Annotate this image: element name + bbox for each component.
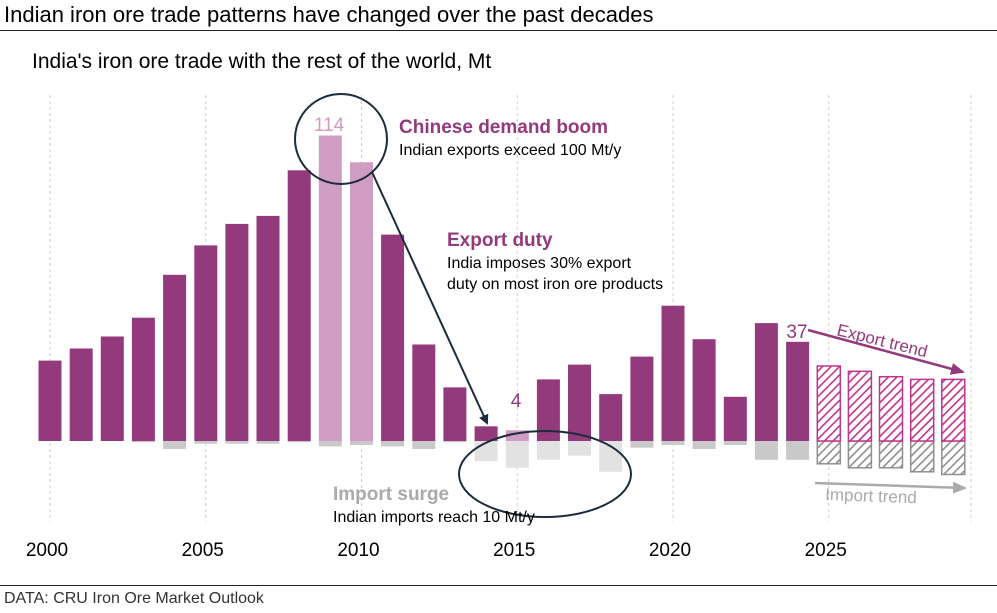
export-trend-arrow: [807, 328, 965, 375]
export-bar-2019: [630, 356, 654, 441]
export-bar-2010: [350, 162, 373, 442]
import-bar-2004: [163, 441, 187, 449]
boom-annotation-title: Chinese demand boom: [399, 117, 608, 138]
duty-annotation-line2: duty on most iron ore products: [447, 276, 663, 293]
export-bar-2017: [568, 364, 591, 441]
import-bar-2016: [536, 441, 560, 460]
x-tick-2005: 2005: [182, 540, 224, 561]
import-bar-2024: [786, 441, 810, 460]
export-bar-2015: [505, 430, 529, 441]
export-bar-2002: [100, 336, 124, 441]
boom-to-duty-arrow: [371, 171, 489, 425]
export-bar-2025: [816, 365, 842, 442]
export-bar-2016: [536, 379, 560, 441]
import-bar-2020: [661, 441, 685, 445]
x-tick-2020: 2020: [649, 540, 691, 561]
import-bar-2014: [474, 441, 498, 462]
import-bar-2028: [909, 440, 935, 473]
import-bar-2017: [568, 441, 591, 456]
import-bars: [131, 440, 966, 476]
import-bar-2021: [692, 441, 716, 449]
surge-annotation-text: Indian imports reach 10 Mt/y: [333, 509, 535, 526]
export-bar-2021: [692, 339, 716, 441]
x-tick-2000: 2000: [26, 540, 68, 561]
import-bar-2006: [225, 441, 249, 444]
import-bar-2013: [443, 441, 467, 443]
export-bar-2003: [131, 317, 155, 441]
export-bar-2000: [38, 360, 62, 441]
boom-highlight-circle: [294, 93, 388, 185]
import-bar-2025: [816, 440, 842, 465]
export-bar-2008: [287, 170, 311, 442]
import-bar-2007: [256, 441, 280, 444]
export-bar-2006: [225, 223, 249, 441]
bottom-divider: [0, 585, 997, 586]
export-bar-2009: [318, 135, 342, 441]
import-bar-2019: [630, 441, 654, 448]
import-bar-2018: [599, 441, 623, 472]
export-bar-2011: [381, 234, 405, 441]
x-tick-2015: 2015: [493, 540, 535, 561]
surge-highlight-circle: [458, 430, 632, 518]
export-bar-2001: [69, 348, 93, 441]
export-bar-2026: [847, 370, 873, 442]
chart-subtitle: India's iron ore trade with the rest of …: [32, 50, 492, 73]
export-bars: [38, 135, 966, 442]
import-bar-2012: [412, 441, 436, 449]
export-bar-2024: [786, 341, 810, 441]
import-bar-2027: [878, 440, 904, 469]
import-bar-2008: [287, 441, 311, 443]
export-bar-2022: [723, 396, 747, 441]
import-trend-label: Import trend: [825, 485, 917, 507]
duty-annotation-title: Export duty: [447, 230, 553, 251]
export-bar-2020: [661, 305, 685, 441]
source-note: DATA: CRU Iron Ore Market Outlook: [4, 590, 264, 607]
x-tick-2025: 2025: [805, 540, 847, 561]
import-trend-arrow: [814, 481, 967, 494]
peak-export-label: 114: [314, 115, 345, 136]
export-bar-2018: [599, 394, 623, 441]
export-bar-2013: [443, 387, 467, 441]
export-bar-2012: [412, 344, 436, 441]
import-bar-2010: [350, 441, 373, 445]
import-bar-2003: [131, 441, 155, 443]
export-bar-2004: [163, 274, 187, 441]
import-bar-2023: [754, 441, 778, 460]
export-bar-2005: [194, 245, 218, 441]
export-bar-2007: [256, 215, 280, 441]
latest-export-label: 37: [786, 322, 807, 343]
export-bar-2028: [909, 378, 935, 442]
import-bar-2026: [847, 440, 873, 469]
import-bar-2009: [318, 441, 342, 447]
export-bar-2014: [474, 426, 498, 441]
x-tick-2010: 2010: [337, 540, 379, 561]
import-bar-2029: [941, 440, 966, 476]
top-divider: [0, 30, 997, 31]
export-trend-label: Export trend: [835, 320, 929, 361]
headline: Indian iron ore trade patterns have chan…: [4, 2, 654, 27]
low-export-label: 4: [511, 391, 522, 412]
x-axis-tick-labels: 2000 2005 2010 2015 2020 2025: [26, 540, 847, 561]
boom-annotation-text: Indian exports exceed 100 Mt/y: [399, 142, 621, 159]
import-bar-2022: [723, 441, 747, 445]
surge-annotation-title: Import surge: [333, 484, 449, 505]
export-bar-2029: [941, 378, 966, 442]
import-bar-2015: [505, 441, 529, 468]
import-bar-2005: [194, 441, 218, 444]
import-bar-2011: [381, 441, 405, 447]
export-bar-2023: [754, 323, 778, 441]
duty-annotation-line1: India imposes 30% export: [447, 255, 632, 272]
export-bar-2027: [878, 375, 904, 442]
